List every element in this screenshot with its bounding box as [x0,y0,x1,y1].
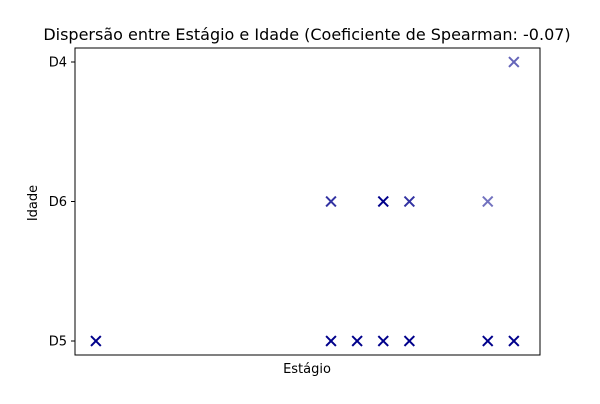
data-points [90,56,520,347]
x-axis-label: Estágio [283,362,331,377]
data-point [508,56,520,68]
data-point [482,335,494,347]
y-tick-label: D6 [49,195,67,210]
y-tick-label: D4 [49,56,67,71]
plot-frame [74,47,541,356]
data-point [377,195,389,208]
chart-title: Dispersão entre Estágio e Idade (Coefici… [43,25,570,44]
data-point [377,335,389,347]
y-tick-label: D5 [49,335,67,350]
data-point [508,335,520,347]
data-point [482,195,494,208]
y-axis-ticks: D5 D6 D4 [49,56,75,350]
data-point [351,335,363,347]
data-point [325,335,337,347]
data-point [403,195,415,208]
y-axis-label: Idade [26,185,41,221]
data-point [403,335,415,347]
data-point [90,335,102,347]
data-point [325,195,337,208]
